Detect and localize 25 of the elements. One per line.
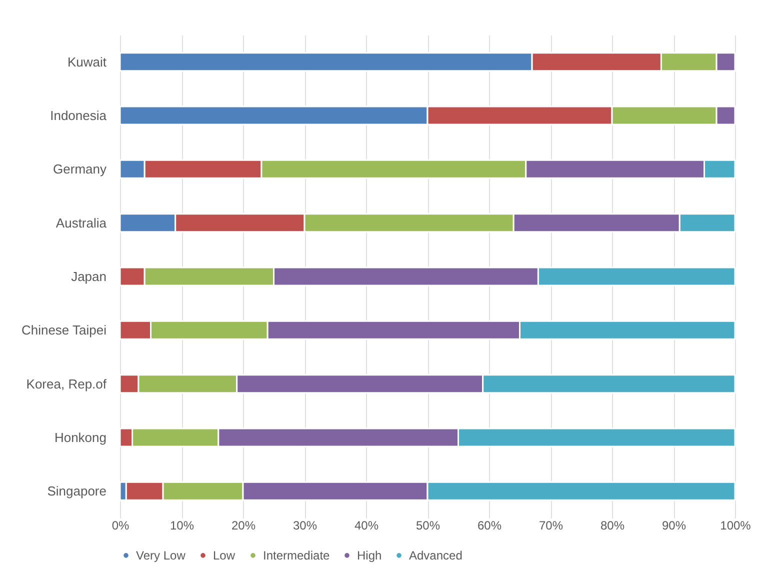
x-tick-label: 70% bbox=[538, 518, 564, 532]
x-tick-label: 90% bbox=[662, 518, 686, 532]
y-tick-label: Korea, Rep.of bbox=[26, 376, 107, 392]
legend-label: Low bbox=[213, 548, 236, 562]
legend-label: Very Low bbox=[136, 548, 186, 562]
x-tick-label: 30% bbox=[292, 518, 318, 532]
y-tick-label: Germany bbox=[53, 162, 107, 177]
x-tick-label: 10% bbox=[170, 518, 194, 532]
legend-label: High bbox=[357, 548, 382, 562]
legend-label: Advanced bbox=[409, 548, 462, 562]
y-tick-label: Australia bbox=[56, 215, 108, 230]
x-tick-label: 20% bbox=[231, 518, 256, 532]
y-tick-label: Indonesia bbox=[50, 108, 108, 123]
x-tick-label: 40% bbox=[354, 518, 379, 532]
x-tick-label: 100% bbox=[720, 518, 752, 532]
y-tick-label: Singapore bbox=[47, 484, 106, 499]
legend-label: Intermediate bbox=[263, 548, 330, 562]
x-tick-label: 60% bbox=[477, 518, 502, 532]
y-tick-label: Japan bbox=[71, 269, 106, 284]
x-tick-label: 0% bbox=[112, 518, 130, 532]
y-tick-label: Chinese Taipei bbox=[21, 322, 107, 338]
y-tick-label: Kuwait bbox=[67, 54, 107, 70]
y-tick-label: Honkong bbox=[54, 430, 106, 445]
x-tick-label: 80% bbox=[600, 518, 625, 532]
x-tick-label: 50% bbox=[416, 518, 440, 532]
